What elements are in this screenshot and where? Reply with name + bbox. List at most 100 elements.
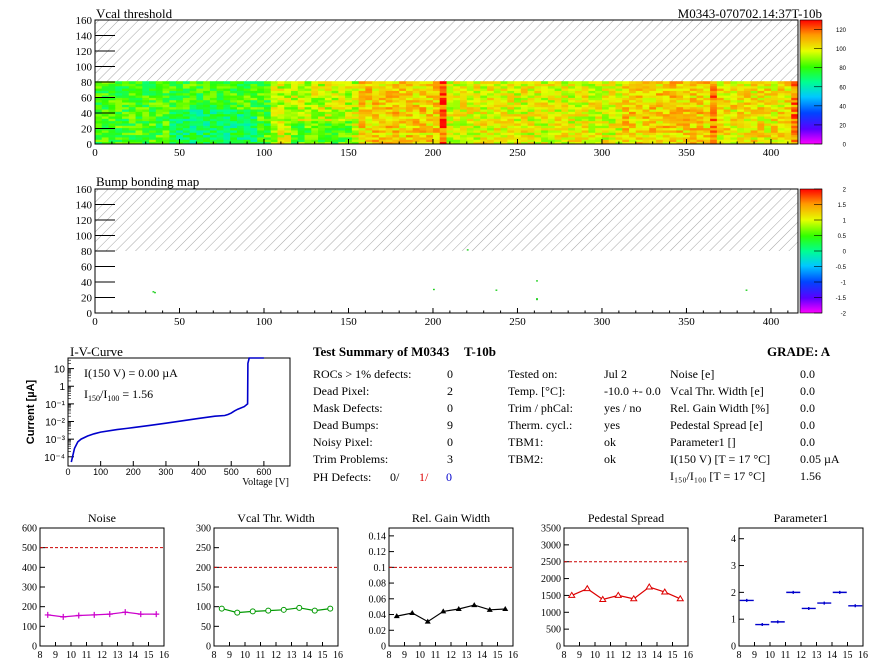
vcal-map-cell (155, 116, 163, 119)
vcal-map-cell (169, 99, 177, 103)
vcal-map-cell (345, 125, 353, 129)
vcal-map-cell (378, 132, 387, 136)
vcal-map-cell (149, 99, 157, 103)
vcal-map-cell (243, 102, 251, 105)
vcal-map-cell (209, 109, 218, 112)
vcal-map-cell (520, 132, 529, 136)
vcal-map-cell (270, 139, 278, 143)
vcal-map-cell (777, 92, 785, 96)
summary-plot-title: Noise (88, 511, 116, 525)
vcal-map-cell (439, 99, 447, 103)
vcal-map-cell (182, 132, 191, 136)
ph-defects-value-1: 1/ (419, 470, 429, 484)
vcal-map-cell (460, 134, 468, 138)
vcal-map-cell (561, 118, 569, 122)
vcal-map-cell (331, 127, 339, 131)
vcal-map-cell (656, 111, 664, 115)
vcal-map-cell (101, 92, 109, 96)
vcal-map-cell (588, 102, 596, 105)
vcal-map-cell (392, 120, 400, 124)
summary-plot-ytick-label: 0.1 (374, 563, 387, 574)
vcal-map-cell (351, 118, 360, 122)
vcal-map-cell (737, 120, 745, 124)
vcal-map-cell (487, 130, 495, 133)
vcal-map-cell (432, 113, 441, 117)
vcal-map-cell (608, 113, 616, 117)
vcal-map-cell (784, 137, 792, 140)
vcal-map-cell (203, 130, 211, 133)
vcal-map-cell (149, 95, 157, 98)
vcal-map-cell (622, 90, 630, 94)
vcal-map-cell (635, 141, 643, 145)
vcal-map-cell (189, 99, 197, 103)
vcal-map-cell (622, 127, 630, 131)
vcal-map-cell (182, 113, 191, 117)
vcal-map-cell (615, 97, 623, 101)
vcal-map-cell (250, 137, 258, 140)
vcal-map-cell (358, 97, 366, 101)
vcal-map-cell (209, 85, 218, 89)
vcal-map-cell (629, 116, 637, 119)
vcal-map-cell (108, 125, 116, 129)
vcal-map-cell (703, 137, 711, 140)
vcal-map-cell (263, 88, 272, 91)
vcal-map-cell (128, 137, 136, 140)
vcal-map-cell (223, 106, 231, 110)
vcal-map-cell (169, 132, 177, 136)
vcal-map-cell (115, 134, 123, 138)
vcal-map-cell (453, 106, 461, 110)
vcal-map-cell (230, 83, 238, 87)
vcal-map-cell (412, 83, 420, 87)
vcal-map-cell (257, 130, 265, 133)
vcal-map-cell (277, 139, 285, 143)
vcal-map-cell (162, 127, 170, 131)
summary-plot-ytick-label: 0.14 (369, 531, 387, 542)
vcal-map-cell (277, 130, 285, 133)
vcal-map-cell (412, 137, 420, 140)
vcal-map-cell (601, 116, 610, 119)
vcal-map-cell (689, 132, 698, 136)
vcal-map-cell (385, 141, 393, 145)
vcal-map-cell (270, 116, 278, 119)
vcal-map-cell (446, 85, 454, 89)
vcal-map-cell (162, 102, 170, 105)
vcal-map-cell (635, 109, 643, 112)
vcal-map-cell (95, 97, 103, 101)
vcal-map-cell (331, 88, 339, 91)
vcal-map-cell (399, 116, 407, 119)
vcal-map-cell (372, 85, 380, 89)
vcal-palette-tick-label: 120 (836, 28, 847, 34)
bump-ytick-label: 160 (76, 184, 93, 196)
vcal-map-cell (196, 88, 204, 91)
vcal-map-cell (520, 83, 529, 87)
vcal-map-cell (169, 90, 177, 94)
vcal-map-cell (399, 134, 407, 138)
vcal-map-cell (169, 137, 177, 140)
vcal-map-cell (216, 83, 224, 87)
vcal-map-cell (595, 97, 603, 101)
vcal-map-cell (601, 81, 610, 84)
vcal-map-cell (338, 113, 346, 117)
vcal-map-cell (716, 81, 725, 84)
vcal-map-cell (757, 102, 765, 105)
vcal-map-cell (723, 141, 731, 145)
vcal-map-cell (176, 137, 184, 140)
vcal-map-cell (507, 81, 515, 84)
vcal-map-cell (351, 137, 360, 140)
summary-right-label: I(150 V) [T = 17 °C] (670, 452, 770, 466)
vcal-map-cell (250, 81, 258, 84)
vcal-map-cell (770, 137, 779, 140)
summary-plot-ytick-label: 600 (22, 524, 37, 535)
vcal-map-cell (601, 102, 610, 105)
vcal-map-cell (608, 139, 616, 143)
vcal-map-cell (372, 141, 380, 145)
vcal-map-cell (405, 90, 414, 94)
vcal-map-cell (196, 95, 204, 98)
vcal-map-cell (656, 109, 664, 112)
vcal-map-cell (500, 141, 508, 145)
vcal-map-cell (568, 85, 576, 89)
vcal-map-cell (439, 120, 447, 124)
vcal-map-cell (405, 127, 414, 131)
vcal-map-cell (757, 116, 765, 119)
